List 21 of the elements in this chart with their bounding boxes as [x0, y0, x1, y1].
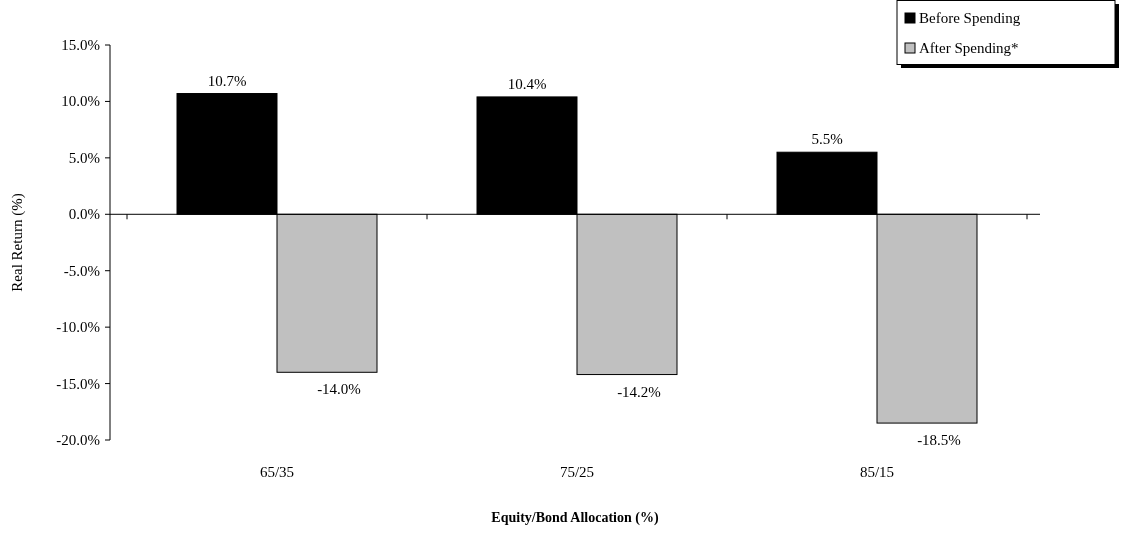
y-tick-label: 0.0% [68, 206, 100, 223]
x-tick-label: 85/15 [859, 464, 895, 480]
legend-label: After Spending* [919, 40, 1019, 56]
data-label: 10.4% [507, 75, 547, 92]
y-tick-label: -15.0% [56, 375, 100, 392]
x-tick-label: 65/35 [259, 464, 295, 480]
legend-label: Before Spending [919, 10, 1021, 26]
y-axis-title: Real Return (%) [9, 193, 26, 292]
data-label: -14.2% [617, 383, 661, 400]
data-label: -18.5% [917, 432, 961, 449]
y-tick-label: -10.0% [56, 319, 100, 336]
x-axis-title: Equity/Bond Allocation (%) [491, 510, 659, 526]
y-tick-label: 5.0% [68, 149, 100, 166]
x-tick-label: 75/25 [559, 464, 595, 480]
data-label: 10.7% [207, 72, 247, 89]
y-tick-label: 10.0% [61, 93, 100, 110]
y-tick-label: -5.0% [63, 262, 100, 279]
y-tick-label: -20.0% [56, 432, 100, 448]
data-label: -14.0% [317, 381, 361, 398]
data-label: 5.5% [811, 131, 843, 148]
y-tick-label: 15.0% [61, 37, 100, 53]
